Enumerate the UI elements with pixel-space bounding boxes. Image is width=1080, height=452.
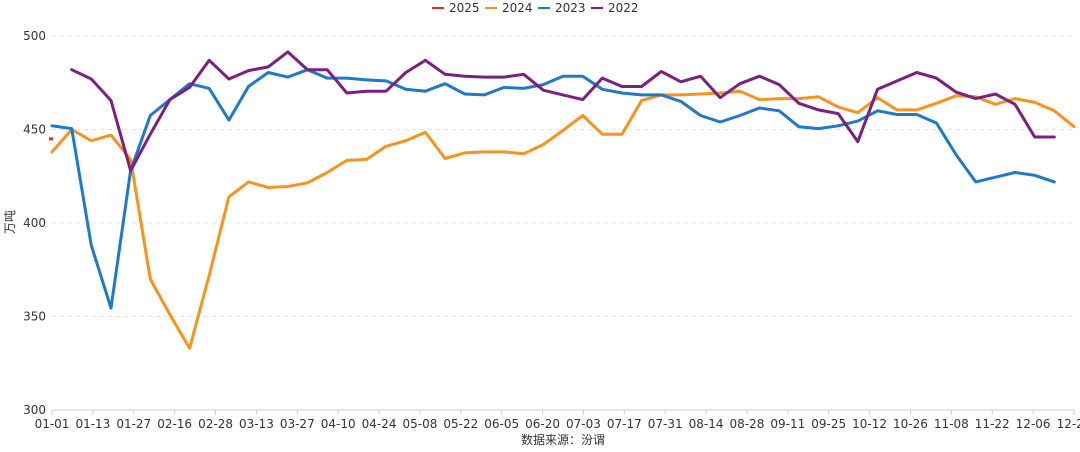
x-tick-label: 09-25 bbox=[811, 417, 846, 431]
x-tick-label: 06-05 bbox=[484, 417, 519, 431]
y-axis-title: 万吨 bbox=[3, 210, 17, 234]
x-tick-label: 04-10 bbox=[321, 417, 356, 431]
legend-label-2024: 2024 bbox=[502, 1, 533, 15]
x-axis: 01-01 01-13 01-27 02-16 02-28 03-13 03-27 04-10… bbox=[35, 409, 1080, 431]
x-tick-label: 09-11 bbox=[770, 417, 805, 431]
legend-label-2022: 2022 bbox=[608, 1, 639, 15]
x-tick-label: 05-08 bbox=[402, 417, 437, 431]
y-tick-label: 300 bbox=[23, 403, 46, 417]
grid bbox=[52, 35, 1074, 411]
x-tick-label: 10-26 bbox=[893, 417, 928, 431]
x-tick-label: 01-13 bbox=[75, 417, 110, 431]
x-tick-label: 10-12 bbox=[852, 417, 887, 431]
x-tick-label: 01-27 bbox=[116, 417, 151, 431]
x-tick-label: 06-20 bbox=[525, 417, 560, 431]
x-tick-label: 01-01 bbox=[35, 417, 70, 431]
series-2023-line bbox=[50, 68, 1056, 310]
x-tick-label: 12-20 bbox=[1057, 417, 1080, 431]
series-2024-line bbox=[50, 89, 1076, 350]
x-tick-label: 02-28 bbox=[198, 417, 233, 431]
x-tick-label: 11-22 bbox=[975, 417, 1010, 431]
y-tick-label: 350 bbox=[23, 310, 46, 324]
x-tick-label: 05-22 bbox=[443, 417, 478, 431]
legend-label-2023: 2023 bbox=[555, 1, 586, 15]
x-tick-label: 03-27 bbox=[280, 417, 315, 431]
x-tick-label: 11-08 bbox=[934, 417, 969, 431]
series-2022-line bbox=[70, 50, 1056, 173]
legend: 2025 2024 2023 2022 bbox=[432, 1, 639, 15]
x-tick-label: 07-17 bbox=[607, 417, 642, 431]
x-tick-label: 08-28 bbox=[730, 417, 765, 431]
x-tick-label: 12-06 bbox=[1016, 417, 1051, 431]
x-axis-title: 数据来源：汾谓 bbox=[521, 432, 605, 447]
x-tick-label: 03-13 bbox=[239, 417, 274, 431]
x-tick-label: 07-03 bbox=[566, 417, 601, 431]
x-tick-label: 07-31 bbox=[648, 417, 683, 431]
y-tick-label: 450 bbox=[23, 123, 46, 137]
x-tick-label: 08-14 bbox=[689, 417, 724, 431]
y-tick-label: 400 bbox=[23, 216, 46, 230]
x-tick-label: 04-24 bbox=[362, 417, 397, 431]
legend-label-2025: 2025 bbox=[449, 1, 480, 15]
x-tick-label: 02-16 bbox=[157, 417, 192, 431]
series-group bbox=[49, 50, 1076, 350]
y-axis: 300 350 400 450 500 bbox=[23, 29, 46, 417]
y-tick-label: 500 bbox=[23, 29, 46, 43]
